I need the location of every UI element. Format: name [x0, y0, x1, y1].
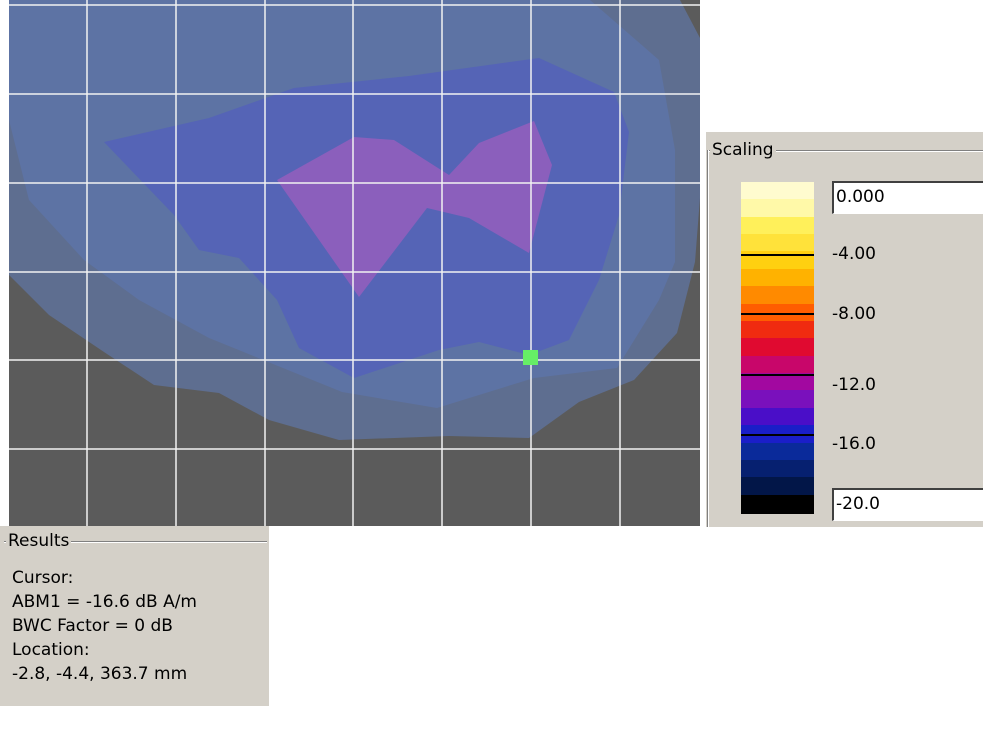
field-distribution-plot[interactable]: [9, 0, 700, 526]
colorbar-segment: [741, 234, 814, 254]
contour-peak-region: [277, 121, 552, 297]
results-group-border: [4, 541, 267, 543]
cursor-marker[interactable]: [523, 350, 538, 365]
abm1-value: ABM1 = -16.6 dB A/m: [12, 592, 197, 612]
colorbar-segment: [741, 355, 814, 375]
colorbar-segment: [741, 373, 814, 393]
scale-max-input[interactable]: 0.000: [832, 181, 983, 214]
results-title: Results: [6, 531, 72, 551]
scale-tick-label: -4.00: [832, 244, 876, 264]
colorbar-segment: [741, 494, 814, 514]
colorbar-segment: [741, 199, 814, 219]
colorbar-segment: [741, 216, 814, 236]
colorbar-tick-line: [741, 254, 814, 256]
colorbar-segment: [741, 251, 814, 271]
results-panel: Results Cursor: ABM1 = -16.6 dB A/m BWC …: [0, 526, 269, 706]
scale-tick-label: -16.0: [832, 434, 876, 454]
colorbar-segment: [741, 459, 814, 479]
location-label: Location:: [12, 640, 90, 660]
colorbar-segment: [741, 407, 814, 427]
scale-tick-label: -12.0: [832, 375, 876, 395]
scaling-title: Scaling: [710, 140, 776, 160]
colorbar-segment: [741, 390, 814, 410]
scaling-group-left-border: [707, 150, 709, 527]
colorbar-tick-line: [741, 434, 814, 436]
scaling-group-border: [707, 150, 983, 152]
location-value: -2.8, -4.4, 363.7 mm: [12, 664, 188, 684]
scale-min-input[interactable]: -20.0: [832, 488, 983, 521]
colorbar-segment: [741, 442, 814, 462]
colorbar-tick-line: [741, 374, 814, 376]
colorbar-segment: [741, 320, 814, 340]
colorbar-tick-line: [741, 313, 814, 315]
colorbar-segment: [741, 477, 814, 497]
bwc-factor-value: BWC Factor = 0 dB: [12, 616, 173, 636]
colorbar-segment: [741, 338, 814, 358]
colorbar-segment: [741, 182, 814, 201]
scale-tick-label: -8.00: [832, 304, 876, 324]
cursor-label: Cursor:: [12, 568, 74, 588]
colorbar-segment: [741, 286, 814, 306]
scaling-panel: Scaling 0.000 -4.00 -8.00 -12.0 -16.0 -2…: [706, 132, 983, 527]
plot-grid: [9, 0, 700, 526]
colorbar-segment: [741, 268, 814, 288]
